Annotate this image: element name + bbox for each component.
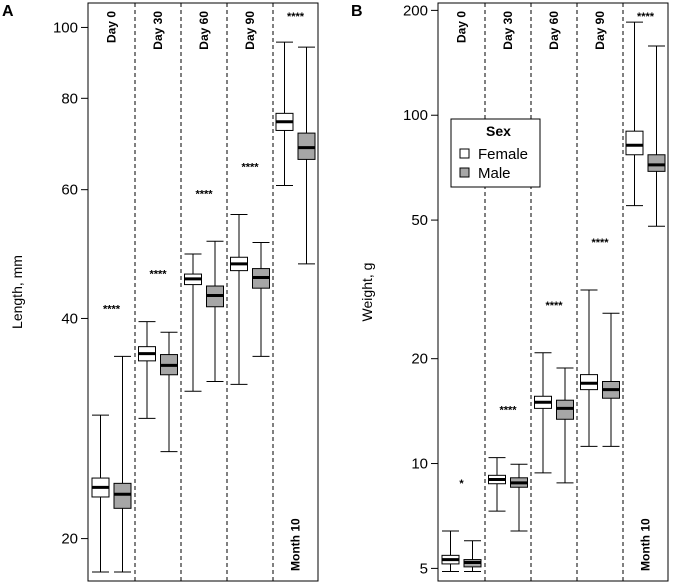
group-label: Day 90 [243,11,257,50]
panel-a: A 20 40 60 80 100 Length, mm Day 0 **** Day 30 ***… [2,2,319,582]
y-tick-label: 100 [53,19,78,36]
male-box-4 [602,312,620,447]
significance-marker: **** [545,300,563,312]
panel-label: A [2,3,14,20]
group-label: Day 30 [501,11,515,50]
plot-frame [87,2,319,582]
male-box-5 [297,46,316,265]
legend: Sex Female Male [450,118,541,188]
panel-b: B 5 10 20 50 100 200 Weight, g Day 0 * Day 30 **** D… [351,2,669,582]
significance-marker: **** [591,237,609,249]
female-swatch [459,148,470,159]
male-box-2 [160,331,178,453]
group-label: Day 90 [593,11,607,50]
y-tick-label: 10 [411,456,428,473]
y-tick-label: 100 [403,107,428,124]
female-box-3 [534,352,552,474]
y-tick-label: 5 [420,560,428,577]
group-label: Day 30 [151,11,165,50]
female-box-5 [275,41,294,186]
iqr-box [113,482,132,509]
significance-marker: **** [499,405,517,417]
group-label: Day 60 [547,11,561,50]
y-tick-label: 80 [61,90,78,107]
female-box-2 [488,457,506,512]
female-box-1 [91,414,110,573]
y-tick-label: 200 [403,2,428,19]
male-box-4 [252,242,270,357]
legend-item-label: Female [478,146,528,163]
significance-marker: **** [637,11,655,23]
significance-marker: **** [195,188,213,200]
y-axis-title: Length, mm [9,255,25,329]
y-tick-label: 40 [61,310,78,327]
group-label: Day 0 [105,11,119,43]
female-box-2 [138,321,156,419]
female-box-1 [441,530,460,572]
significance-marker: **** [241,161,259,173]
male-box-1 [463,540,482,572]
male-box-3 [556,367,574,484]
male-swatch [459,167,470,178]
significance-marker: **** [149,269,167,281]
female-box-5 [625,21,644,207]
iqr-box [647,154,666,172]
y-tick-label: 20 [411,351,428,368]
significance-marker: * [459,478,464,490]
male-box-2 [510,463,528,532]
male-box-3 [206,240,224,382]
significance-marker: **** [287,11,305,23]
y-tick-label: 50 [411,212,428,229]
male-box-1 [113,355,132,573]
y-axis-title: Weight, g [359,263,375,322]
iqr-box [625,130,644,156]
significance-marker: **** [103,303,121,315]
male-box-5 [647,45,666,227]
legend-item-label: Male [478,165,511,182]
plot-frame [437,2,669,582]
y-tick-label: 20 [61,531,78,548]
female-box-4 [580,289,598,447]
female-box-4 [230,213,248,385]
y-tick-label: 60 [61,182,78,199]
legend-title: Sex [486,123,511,139]
group-label: Day 0 [455,11,469,43]
group-label: Month 10 [289,518,303,571]
panel-label: B [351,3,363,20]
female-box-3 [184,253,202,392]
group-label: Month 10 [639,518,653,571]
group-label: Day 60 [197,11,211,50]
